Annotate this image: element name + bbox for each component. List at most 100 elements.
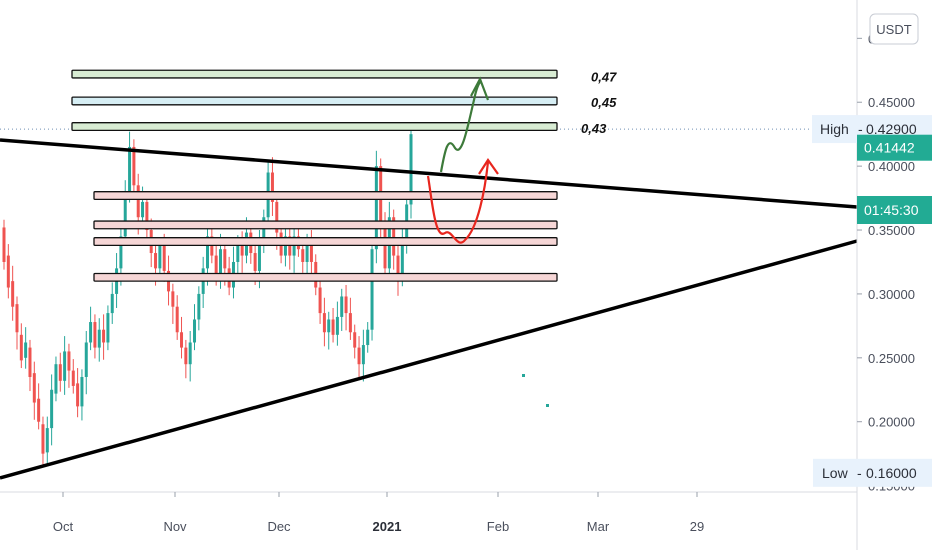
candle <box>353 324 357 359</box>
candle <box>370 237 374 341</box>
annotation-047: 0,47 <box>591 70 617 85</box>
x-tick-2021: 2021 <box>373 519 402 534</box>
support-zone[interactable] <box>93 191 558 201</box>
candle <box>357 336 361 379</box>
candle-body <box>340 296 344 317</box>
support-zone[interactable] <box>93 272 558 282</box>
candle-body <box>102 329 106 343</box>
candle-body <box>32 373 36 403</box>
candle-body <box>374 166 378 250</box>
y-tick-label: 0.45000 <box>868 95 915 110</box>
upper-trendline[interactable] <box>0 138 858 209</box>
y-tick-label: 0.30000 <box>868 287 915 302</box>
candle-body <box>409 134 413 205</box>
support-zone[interactable] <box>71 96 558 106</box>
last-price-bg <box>857 134 932 161</box>
x-axis[interactable]: Oct Nov Dec 2021 Feb Mar 29 <box>53 492 704 534</box>
marker-dot <box>522 374 525 377</box>
candle <box>197 286 201 331</box>
candle <box>54 356 58 402</box>
candle-body <box>218 249 222 275</box>
candle <box>171 283 175 324</box>
candle-body <box>162 245 166 271</box>
candle-body <box>366 329 370 346</box>
candle-body <box>353 332 357 348</box>
currency-badge[interactable] <box>869 13 919 45</box>
currency-label: USDT <box>876 22 911 37</box>
candle-body <box>110 293 114 314</box>
candle <box>32 361 36 420</box>
candle-body <box>93 322 97 348</box>
candle-body <box>301 249 305 262</box>
candle-body <box>136 185 140 218</box>
candle-body <box>28 347 32 377</box>
countdown-value: 01:45:30 <box>864 202 919 218</box>
candle <box>24 327 28 369</box>
candle <box>19 323 23 369</box>
support-zone[interactable] <box>93 220 558 230</box>
candle <box>41 416 45 465</box>
candle <box>145 194 149 241</box>
candle-body <box>97 329 101 348</box>
candle <box>348 297 352 340</box>
candle-body <box>67 351 71 371</box>
candle-body <box>145 201 149 231</box>
support-zone[interactable] <box>71 69 558 79</box>
annotation-045: 0,45 <box>591 95 617 110</box>
candle-body <box>344 296 348 314</box>
candle-body <box>322 313 326 333</box>
candle-body <box>180 332 184 348</box>
marker-dot <box>546 404 549 407</box>
candle-body <box>193 319 197 343</box>
candle <box>11 265 15 321</box>
candle-body <box>331 319 335 335</box>
candle <box>180 316 184 359</box>
candle <box>106 305 110 351</box>
candle-body <box>253 253 257 271</box>
candle <box>102 314 106 360</box>
candle <box>80 369 84 421</box>
candle-body <box>84 342 88 377</box>
candle <box>327 311 331 350</box>
candle <box>322 297 326 347</box>
candle <box>76 368 80 418</box>
candle <box>175 295 179 340</box>
candle-body <box>275 201 279 233</box>
lower-trendline[interactable] <box>0 239 858 480</box>
low-label-bg <box>813 458 932 487</box>
y-tick-label: 0.20000 <box>868 415 915 430</box>
countdown-label: 01:45:30 <box>857 196 932 224</box>
candle-body <box>123 191 127 237</box>
candle-body <box>154 253 158 269</box>
support-zone[interactable] <box>71 122 558 131</box>
x-tick-nov: Nov <box>163 519 187 534</box>
candle-body <box>392 217 396 256</box>
candle-body <box>80 376 84 407</box>
candle-body <box>37 398 41 422</box>
candle-body <box>50 389 54 429</box>
support-zone[interactable] <box>93 237 558 247</box>
candle <box>123 180 127 245</box>
candle-body <box>327 319 331 333</box>
candle <box>58 352 62 392</box>
bearish-projection-path <box>426 161 490 244</box>
candle-body <box>54 364 58 394</box>
candle-body <box>19 334 23 361</box>
y-tick-label: 0.40000 <box>868 159 915 174</box>
candle <box>6 244 10 299</box>
candle <box>331 307 335 343</box>
x-tick-oct: Oct <box>53 519 74 534</box>
candle-body <box>396 255 400 279</box>
low-label-separator: - <box>857 465 862 481</box>
candle <box>67 343 71 388</box>
candle-body <box>41 424 45 454</box>
candle-body <box>309 245 313 262</box>
candle <box>318 276 322 324</box>
candle-body <box>214 255 218 275</box>
price-scale[interactable] <box>857 0 932 550</box>
x-tick-feb: Feb <box>487 519 509 534</box>
last-price-value: 0.41442 <box>864 140 915 156</box>
candle-body <box>240 242 244 256</box>
